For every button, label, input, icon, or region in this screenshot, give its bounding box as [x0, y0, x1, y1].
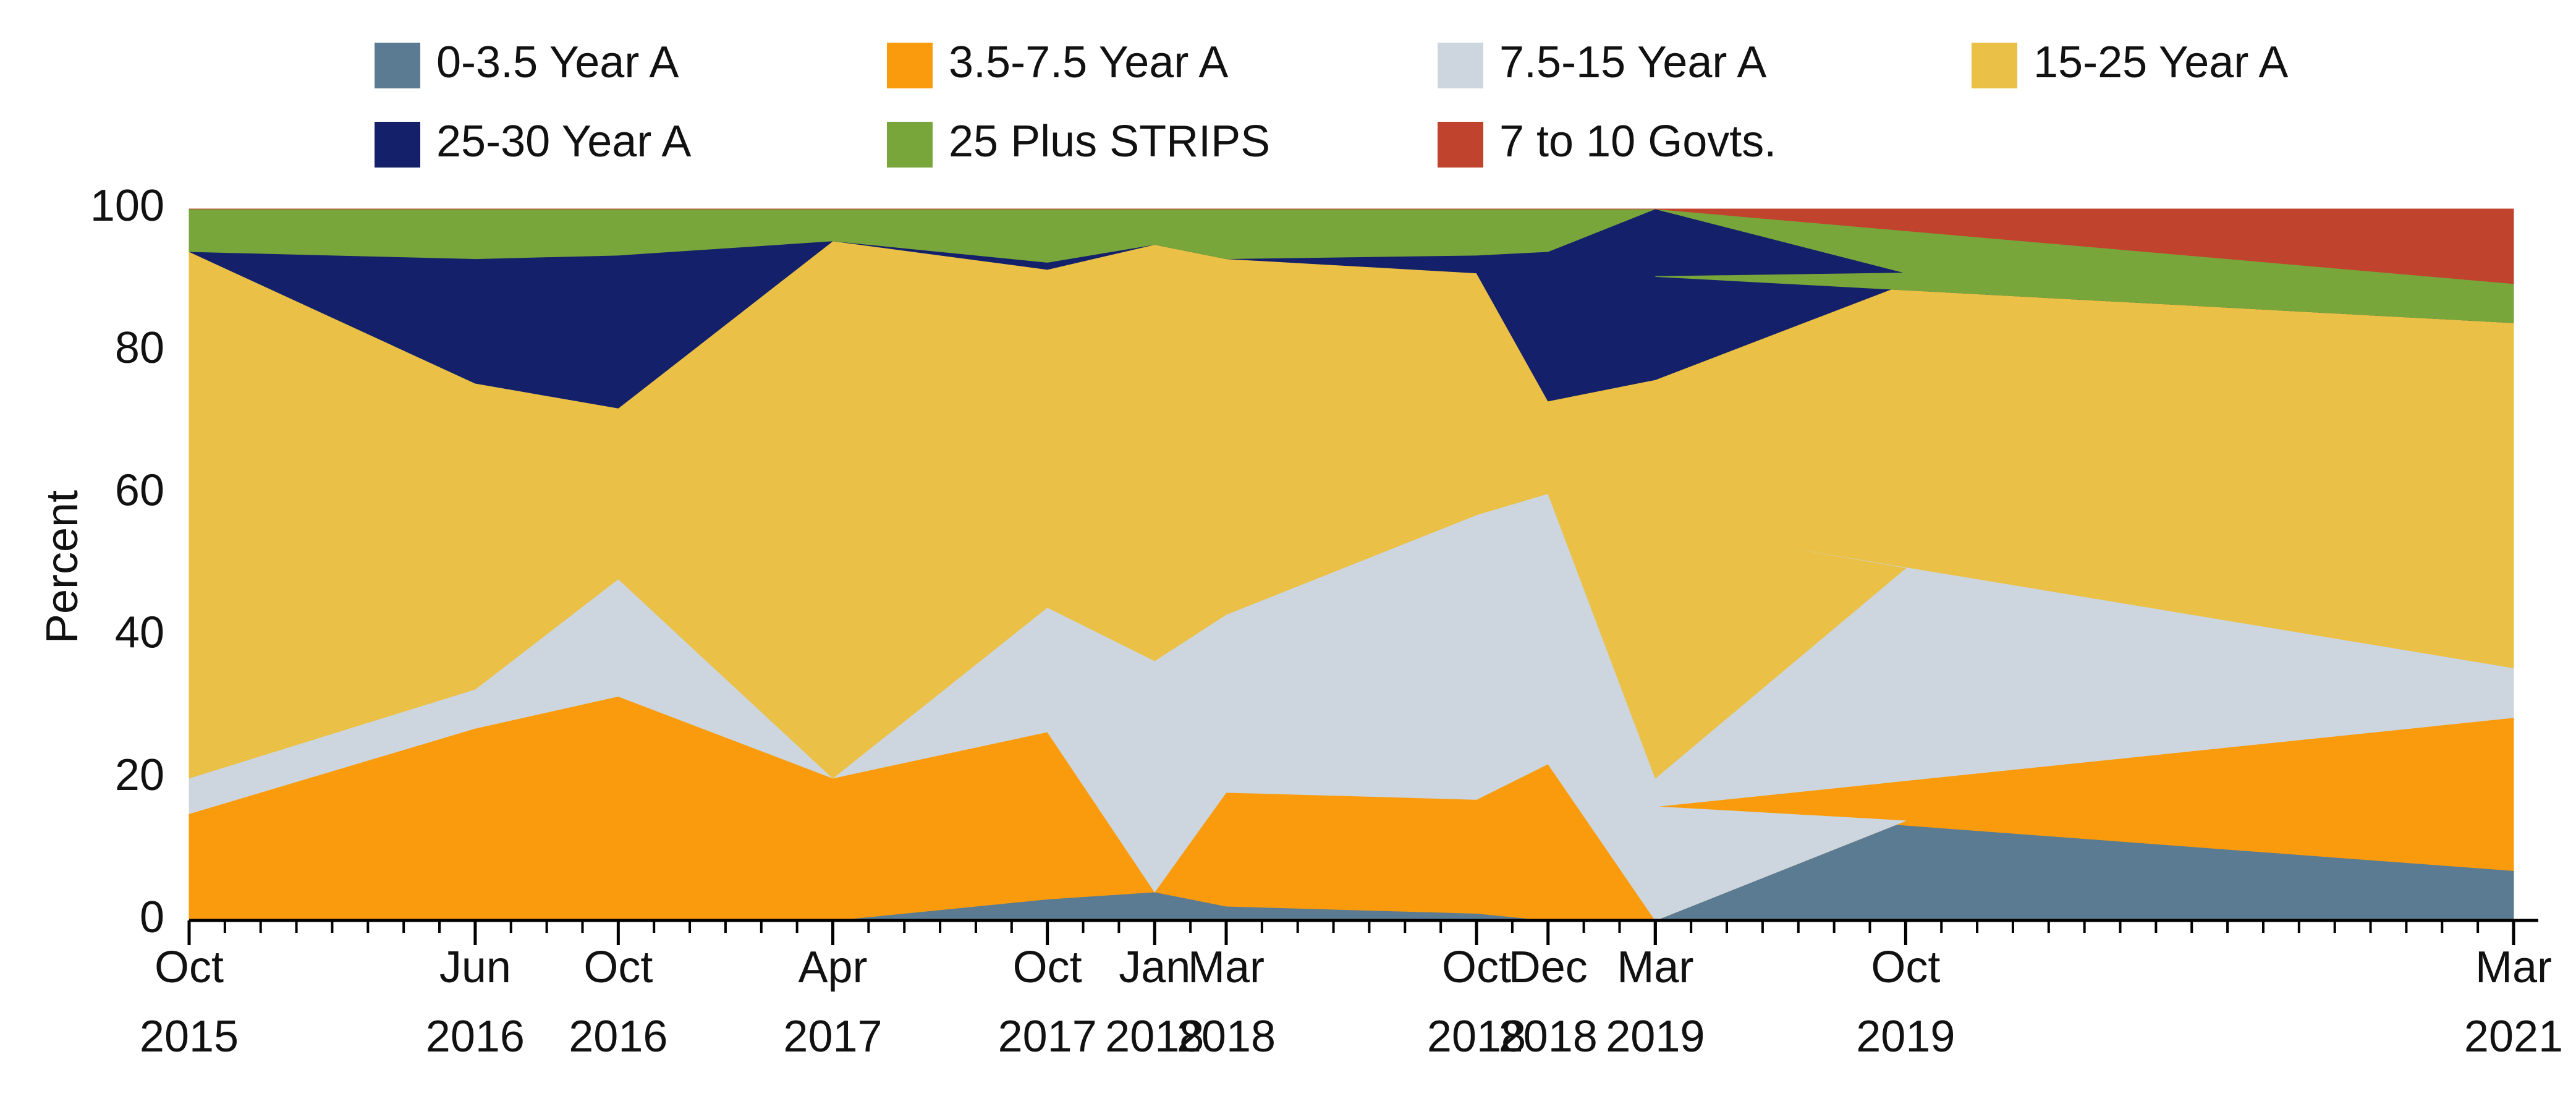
legend-label: 7.5-15 Year A — [1499, 38, 1766, 87]
legend-label: 3.5-7.5 Year A — [949, 38, 1228, 87]
x-tick-label: Mar 2019 — [1606, 943, 1705, 1061]
x-tick-label: Oct 2015 — [140, 943, 239, 1061]
x-tick-label-part: 2019 — [1856, 1012, 1955, 1061]
x-tick-label: Oct 2018 — [1427, 943, 1526, 1061]
x-tick-label: Jan 2018 — [1105, 943, 1204, 1061]
x-tick-label: Oct 2016 — [569, 943, 667, 1061]
x-tick-label: Oct 2019 — [1856, 943, 1955, 1061]
x-tick-label-part: Mar — [1617, 943, 1693, 992]
y-tick-label: 100 — [90, 181, 164, 231]
legend-label: 7 to 10 Govts. — [1499, 117, 1776, 166]
x-tick-label-part: 2018 — [1177, 1012, 1276, 1061]
legend-label: 25 Plus STRIPS — [949, 117, 1270, 166]
legend-label: 0-3.5 Year A — [436, 38, 679, 87]
legend-swatch — [375, 43, 420, 88]
x-tick-label: Mar 2019 — [1606, 943, 1705, 1061]
x-tick-label: Jun 2016 — [426, 943, 525, 1061]
x-tick-label-part: Apr — [798, 943, 867, 992]
x-tick-label-part: 2018 — [1105, 1012, 1204, 1061]
legend-label: 25-30 Year A — [436, 117, 691, 166]
area — [189, 208, 2514, 284]
legend-swatch — [1438, 122, 1483, 168]
x-tick-label-part: Oct — [1442, 943, 1511, 992]
x-tick-label-part: 2018 — [1499, 1012, 1598, 1061]
x-tick-label-part: 2019 — [1606, 1012, 1705, 1061]
x-tick-label-part: 2016 — [569, 1012, 667, 1061]
legend-label: 15-25 Year A — [2033, 38, 2288, 87]
x-tick-label: Mar 2021 — [2464, 943, 2563, 1061]
legend-swatch — [375, 122, 420, 168]
x-tick-label-part: Mar — [1188, 943, 1265, 992]
y-tick-label: 80 — [115, 323, 164, 373]
x-tick-label-part: 2016 — [426, 1012, 525, 1061]
x-tick-label-part: 2019 — [1606, 1012, 1705, 1061]
legend-swatch — [1438, 43, 1483, 88]
x-tick-label-part: 2015 — [140, 1012, 239, 1061]
x-tick-label-part: Oct — [1013, 943, 1082, 992]
x-tick-label-part: 2018 — [1427, 1012, 1526, 1061]
x-tick-label: Dec 2018 — [1499, 943, 1598, 1061]
x-tick-label-part: Jan — [1119, 943, 1190, 992]
legend-swatch — [887, 122, 933, 168]
y-tick-label: 0 — [140, 893, 164, 942]
x-tick-label: Mar 2018 — [1177, 943, 1276, 1061]
x-tick-label-part: Jun — [439, 943, 511, 992]
y-tick-label: 20 — [115, 750, 164, 800]
x-tick-label-part: 2017 — [998, 1012, 1097, 1061]
y-tick-label: 40 — [115, 608, 164, 658]
x-tick-label: Oct 2017 — [998, 943, 1097, 1061]
y-axis-label: Percent — [38, 490, 87, 644]
legend-swatch — [1972, 43, 2017, 88]
x-tick-label-part: 2017 — [783, 1012, 882, 1061]
legend-swatch — [887, 43, 933, 88]
x-tick-label-part: Mar — [2475, 943, 2552, 992]
x-tick-label: Apr 2017 — [783, 943, 882, 1061]
x-tick-label-part: Dec — [1509, 943, 1588, 992]
x-tick-label-part: Mar — [1617, 943, 1693, 992]
x-tick-label-part: Oct — [583, 943, 653, 992]
y-tick-label: 60 — [115, 465, 164, 515]
x-tick-label-part: Oct — [1871, 943, 1940, 992]
x-tick-label-part: 2021 — [2464, 1012, 2563, 1061]
x-tick-label-part: Oct — [155, 943, 224, 992]
